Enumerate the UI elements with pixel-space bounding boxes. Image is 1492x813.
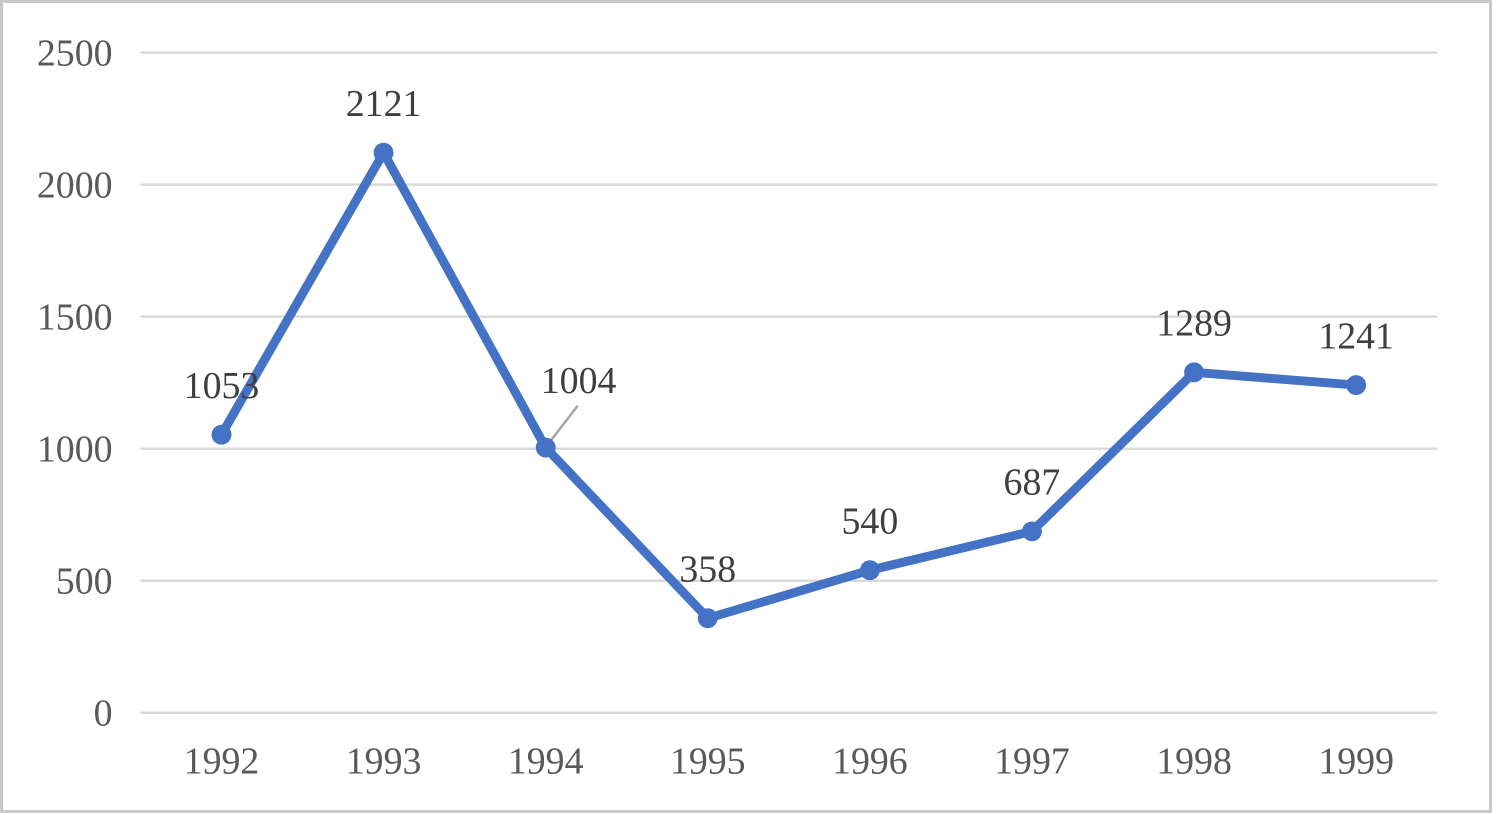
data-point-1995: [697, 608, 718, 629]
x-tick-label-1996: 1996: [832, 740, 908, 782]
data-label-1993: 2121: [346, 83, 422, 125]
y-tick-label-1000: 1000: [37, 429, 113, 471]
data-label-1995: 358: [679, 549, 736, 591]
series-layer: [211, 142, 1367, 629]
y-tick-label-500: 500: [56, 561, 113, 603]
data-point-1997: [1021, 521, 1042, 542]
data-label-1992: 1053: [184, 365, 260, 407]
line-chart-canvas: 0 500 1000 1500 2000 2500 1992 1993 1994 1995 1996…: [37, 33, 1438, 783]
labels-layer: 0 500 1000 1500 2000 2500 1992 1993 1994 1995 1996…: [37, 33, 1394, 783]
gridlines-layer: [140, 51, 1438, 714]
leader-line-1994: [546, 405, 579, 446]
y-tick-label-2500: 2500: [37, 33, 113, 75]
x-tick-label-1992: 1992: [184, 740, 260, 782]
data-label-1996: 540: [842, 501, 899, 543]
data-point-1996: [859, 560, 880, 581]
data-point-1992: [211, 424, 232, 445]
data-label-1997: 687: [1004, 462, 1061, 504]
x-tick-label-1994: 1994: [508, 740, 584, 782]
x-tick-label-1993: 1993: [346, 740, 422, 782]
data-label-1999: 1241: [1318, 315, 1394, 357]
x-tick-label-1999: 1999: [1318, 740, 1394, 782]
y-tick-label-0: 0: [94, 693, 113, 735]
x-tick-label-1997: 1997: [994, 740, 1070, 782]
series-line: [217, 148, 1361, 623]
y-tick-label-2000: 2000: [37, 165, 113, 207]
y-tick-label-1500: 1500: [37, 297, 113, 339]
data-label-1994: 1004: [541, 360, 617, 402]
leader-line-layer: [546, 405, 579, 446]
data-point-1998: [1184, 362, 1205, 383]
data-point-1994: [535, 437, 556, 458]
x-tick-label-1998: 1998: [1156, 740, 1232, 782]
data-label-1998: 1289: [1156, 303, 1232, 345]
data-point-1999: [1346, 375, 1367, 395]
x-tick-label-1995: 1995: [670, 740, 746, 782]
data-point-1993: [373, 142, 394, 163]
